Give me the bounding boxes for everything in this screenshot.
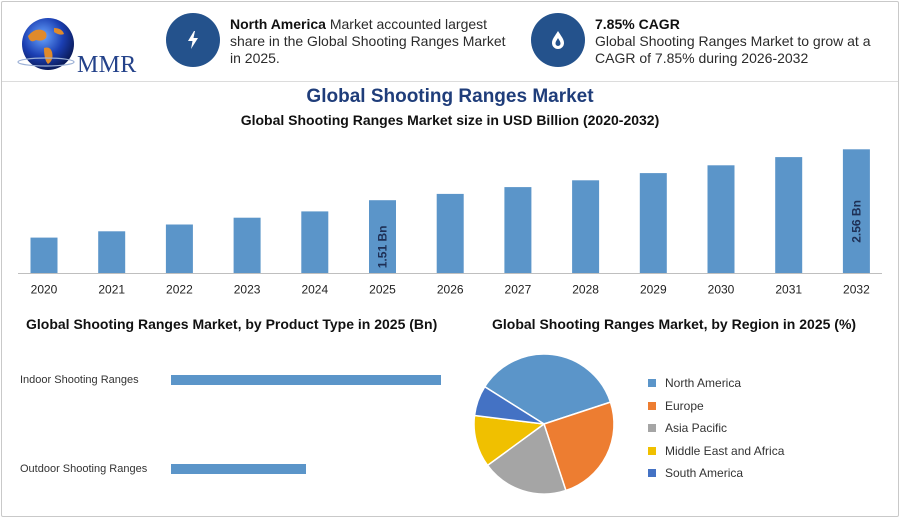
x-tick-2024: 2024: [301, 283, 328, 297]
globe-icon: [17, 18, 75, 70]
legend-item-north-america: North America: [648, 372, 784, 395]
info-north-america-text: Market accounted largest share in the Gl…: [230, 16, 506, 66]
data-label-2025: 1.51 Bn: [376, 226, 390, 269]
legend-label: Asia Pacific: [665, 421, 728, 436]
x-tick-2028: 2028: [572, 283, 599, 297]
info-cagr-text: Global Shooting Ranges Market to grow at…: [595, 33, 871, 66]
chart-title: Global Shooting Ranges Market: [306, 86, 594, 107]
x-tick-2025: 2025: [369, 283, 396, 297]
x-tick-2021: 2021: [98, 283, 125, 297]
product-label-1: Outdoor Shooting Ranges: [20, 463, 148, 475]
data-label-2032: 2.56 Bn: [849, 200, 863, 243]
pie-slice-asia-pacific: [486, 422, 567, 495]
region-pie-chart: [473, 353, 615, 495]
pie-slice-europe: [543, 401, 615, 492]
logo-text: MMR: [77, 52, 137, 78]
product-label-0: Indoor Shooting Ranges: [20, 374, 139, 386]
pie-slice-north-america: [483, 353, 612, 425]
info-north-america: North America Market accounted largest s…: [230, 16, 520, 67]
legend-item-middle-east-and-africa: Middle East and Africa: [648, 440, 784, 463]
legend-swatch: [648, 469, 656, 478]
x-tick-2031: 2031: [775, 283, 802, 297]
x-tick-2030: 2030: [708, 283, 735, 297]
product-bar-1: [171, 464, 306, 474]
bar-2024: [301, 211, 329, 274]
x-tick-2020: 2020: [31, 283, 58, 297]
header-divider: [2, 81, 898, 82]
legend-swatch: [648, 446, 656, 455]
x-tick-2022: 2022: [166, 283, 193, 297]
flame-drop-icon: [531, 13, 585, 67]
bar-2025: [369, 200, 396, 274]
logo: MMR: [14, 14, 144, 78]
bar-2023: [233, 217, 261, 274]
chart-subtitle: Global Shooting Ranges Market size in US…: [240, 112, 660, 128]
region-title: Global Shooting Ranges Market, by Region…: [492, 316, 857, 332]
legend-item-asia-pacific: Asia Pacific: [648, 417, 784, 440]
bar-2031: [775, 157, 803, 274]
legend-label: South America: [665, 466, 744, 481]
info-north-america-bold: North America: [230, 16, 326, 32]
product-type-title: Global Shooting Ranges Market, by Produc…: [26, 316, 438, 332]
legend-swatch: [648, 379, 656, 388]
lightning-icon: [166, 13, 220, 67]
legend-label: Middle East and Africa: [665, 443, 785, 458]
legend-item-europe: Europe: [648, 395, 784, 418]
market-size-bar-chart: 2020 2021 2022 2023 2024 2025 1.51 Bn 2026 2027 2…: [18, 149, 882, 297]
info-cagr: 7.85% CAGR Global Shooting Ranges Market…: [595, 16, 885, 67]
bar-2021: [98, 231, 126, 274]
x-tick-2023: 2023: [234, 283, 261, 297]
info-cagr-bold: 7.85% CAGR: [595, 16, 680, 32]
x-tick-2027: 2027: [505, 283, 532, 297]
x-tick-2026: 2026: [437, 283, 464, 297]
x-tick-2029: 2029: [640, 283, 667, 297]
bar-2030: [707, 165, 735, 274]
bar-2020: [30, 237, 58, 274]
product-bar-0: [171, 375, 441, 385]
bar-2029: [639, 173, 667, 274]
bar-2028: [572, 180, 600, 274]
pie-slice-south-america: [473, 385, 545, 425]
legend-swatch: [648, 401, 656, 410]
bar-2032: [842, 149, 870, 274]
legend-swatch: [648, 424, 656, 433]
region-legend: North America Europe Asia Pacific Middle Ea…: [648, 372, 784, 485]
legend-item-south-america: South America: [648, 462, 784, 485]
bar-2027: [504, 187, 532, 274]
x-tick-2032: 2032: [843, 283, 870, 297]
legend-label: North America: [665, 376, 742, 391]
legend-label: Europe: [665, 398, 704, 413]
bar-2022: [165, 224, 193, 274]
bar-2026: [436, 193, 464, 274]
